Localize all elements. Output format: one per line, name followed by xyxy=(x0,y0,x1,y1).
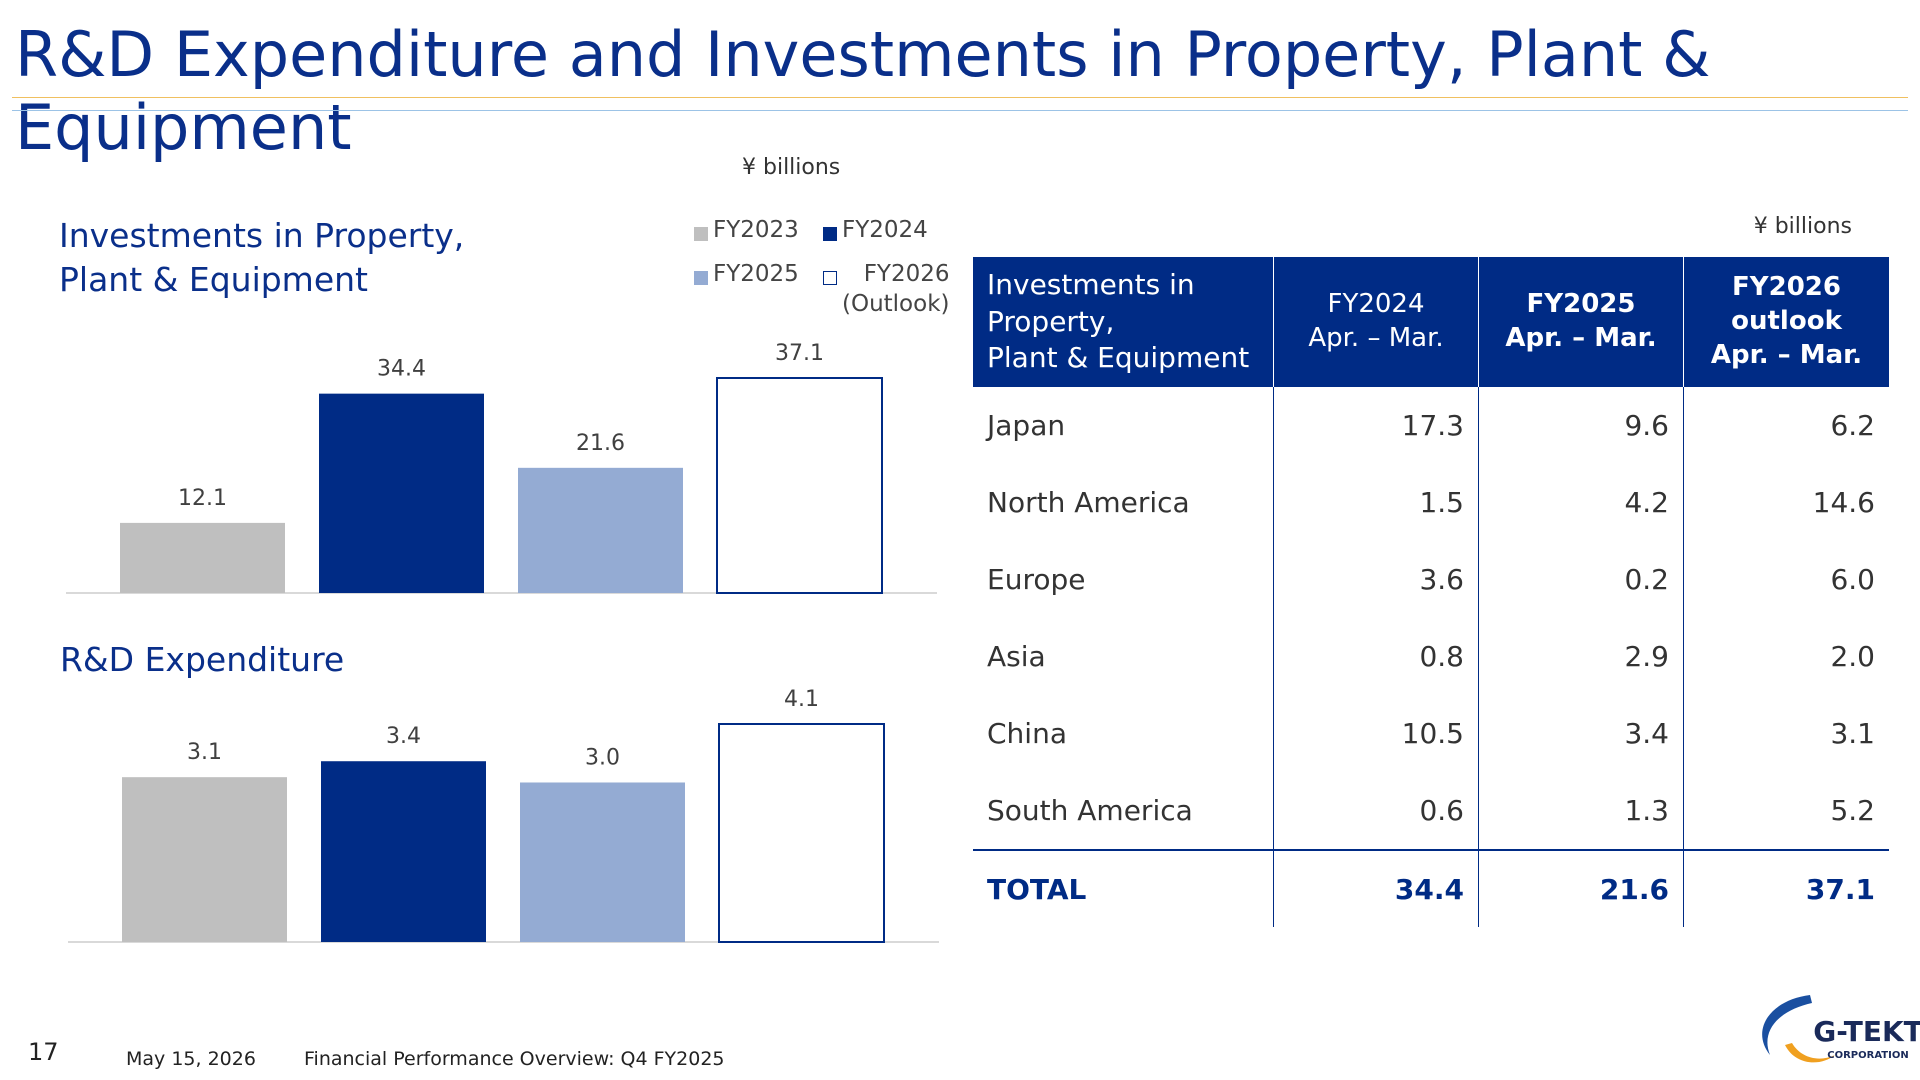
rule xyxy=(12,97,1908,98)
bar xyxy=(718,723,885,943)
bar xyxy=(122,777,287,942)
data-label: 3.0 xyxy=(585,745,620,770)
table-cell: 10.5 xyxy=(1273,695,1479,772)
legend-label: FY2025 xyxy=(713,261,799,287)
table-cell: 2.9 xyxy=(1478,618,1684,695)
legend-swatch xyxy=(823,271,837,285)
rule xyxy=(12,110,1908,111)
logo-sub: CORPORATION xyxy=(1827,1050,1908,1061)
table-cell: 1.5 xyxy=(1273,464,1479,541)
legend-swatch xyxy=(694,271,708,285)
table-cell: South America xyxy=(987,794,1193,827)
data-label: 3.1 xyxy=(187,740,222,765)
chart-title: R&D Expenditure xyxy=(60,640,345,679)
table-cell: 5.2 xyxy=(1683,772,1889,850)
column-header: Investments in Property, Plant & Equipme… xyxy=(973,257,1274,387)
data-label: 4.1 xyxy=(784,687,819,712)
logo: G-TEKT CORPORATION xyxy=(1762,995,1920,1063)
bar xyxy=(120,522,285,593)
bar xyxy=(518,467,683,593)
table-row: North America 1.5 4.2 14.6 xyxy=(973,464,1889,541)
table-row: China 10.5 3.4 3.1 xyxy=(973,695,1889,772)
column-header: FY2026 outlook Apr. – Mar. xyxy=(1683,257,1889,387)
table-row: Japan 17.3 9.6 6.2 xyxy=(973,387,1889,464)
table-cell: 9.6 xyxy=(1478,387,1684,464)
table-cell: 3.4 xyxy=(1478,695,1684,772)
bar xyxy=(716,377,883,594)
table-cell: 0.6 xyxy=(1273,772,1479,850)
column-header: FY2025 Apr. – Mar. xyxy=(1478,257,1684,387)
table-cell: 6.0 xyxy=(1683,541,1889,618)
chart-title: Investments in Property, Plant & Equipme… xyxy=(59,216,465,299)
legend-label: FY2024 xyxy=(842,217,928,243)
data-label: 34.4 xyxy=(377,357,426,382)
logo-swoosh xyxy=(1785,1043,1835,1063)
logo-swoosh xyxy=(1762,995,1812,1055)
total-cell: 37.1 xyxy=(1683,849,1889,927)
table-cell: Asia xyxy=(987,640,1046,673)
table-cell: 3.6 xyxy=(1273,541,1479,618)
table: Investments in Property, Plant & Equipme… xyxy=(973,257,1889,927)
total-cell: 34.4 xyxy=(1273,849,1479,927)
page-number: 17 xyxy=(28,1038,59,1066)
table-row: South America 0.6 1.3 5.2 xyxy=(973,772,1889,850)
table-cell: 2.0 xyxy=(1683,618,1889,695)
table-row: Asia 0.8 2.9 2.0 xyxy=(973,618,1889,695)
logo-name: G-TEKT xyxy=(1813,1015,1920,1048)
table-cell: Japan xyxy=(987,409,1066,442)
footer-text: Financial Performance Overview: Q4 FY202… xyxy=(304,1048,725,1070)
table-cell: 0.2 xyxy=(1478,541,1684,618)
unit-label: ¥ billions xyxy=(742,155,841,180)
header-row: Investments in Property, Plant & Equipme… xyxy=(973,257,1889,387)
table-cell: 4.2 xyxy=(1478,464,1684,541)
footer-date: May 15, 2026 xyxy=(126,1048,256,1070)
data-label: 3.4 xyxy=(386,724,421,749)
table-cell: China xyxy=(987,717,1067,750)
table-cell: 14.6 xyxy=(1683,464,1889,541)
legend-label: FY2026 (Outlook) xyxy=(842,261,950,317)
bar xyxy=(319,393,484,593)
column-header: FY2024 Apr. – Mar. xyxy=(1273,257,1479,387)
bar xyxy=(520,782,685,942)
table-cell: 17.3 xyxy=(1273,387,1479,464)
legend-label: FY2023 xyxy=(713,217,799,243)
unit-label: ¥ billions xyxy=(1753,214,1852,239)
table-row: Europe 3.6 0.2 6.0 xyxy=(973,541,1889,618)
table-cell: 6.2 xyxy=(1683,387,1889,464)
table-cell: 3.1 xyxy=(1683,695,1889,772)
bar xyxy=(321,761,486,942)
data-label: 12.1 xyxy=(178,486,227,511)
total-cell: 21.6 xyxy=(1478,849,1684,927)
table-cell: Europe xyxy=(987,563,1086,596)
total-cell: TOTAL xyxy=(973,849,1274,927)
table-cell: North America xyxy=(987,486,1190,519)
table-cell: 1.3 xyxy=(1478,772,1684,850)
data-label: 37.1 xyxy=(775,341,824,366)
total-row: TOTAL 34.4 21.6 37.1 xyxy=(973,849,1889,927)
data-label: 21.6 xyxy=(576,431,625,456)
legend-swatch xyxy=(694,227,708,241)
slide-title: R&D Expenditure and Investments in Prope… xyxy=(15,18,1711,164)
table-cell: 0.8 xyxy=(1273,618,1479,695)
legend-swatch xyxy=(823,227,837,241)
